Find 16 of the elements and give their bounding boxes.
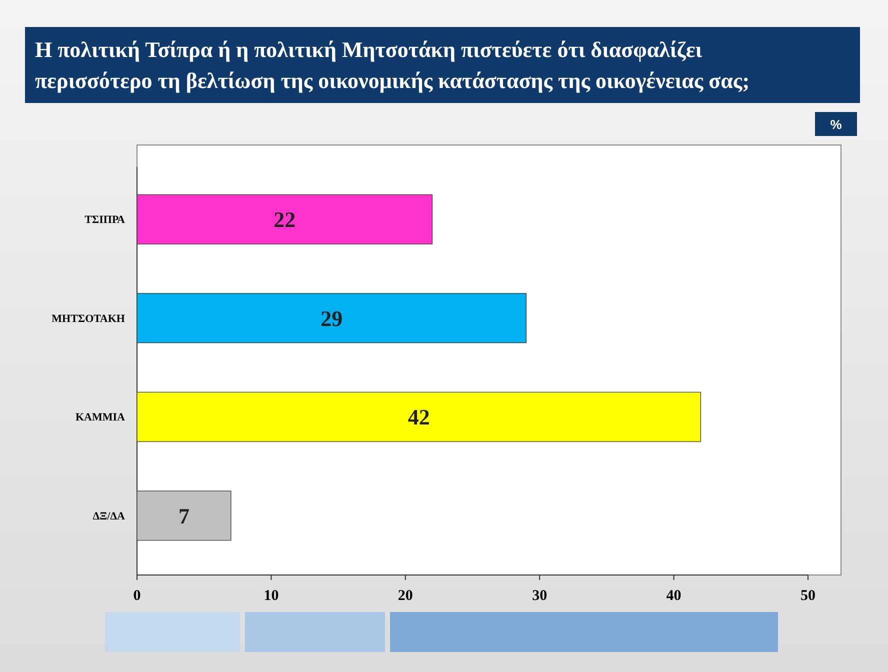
data-label: 22 bbox=[274, 207, 296, 232]
x-tick-label: 20 bbox=[398, 588, 413, 604]
x-tick-label: 10 bbox=[264, 588, 279, 604]
data-label: 42 bbox=[408, 404, 430, 430]
text: % bbox=[830, 117, 842, 132]
y-tick-label: ΚΑΜΜΙΑ bbox=[76, 412, 126, 424]
x-tick-label: 40 bbox=[666, 588, 682, 604]
x-tick-label: 50 bbox=[800, 588, 816, 604]
data-label: 29 bbox=[320, 306, 343, 331]
data-label: 7 bbox=[178, 503, 190, 528]
y-tick-label: ΤΣΙΠΡΑ bbox=[84, 214, 126, 226]
chart-title: Η πολιτική Τσίπρα ή η πολιτική Μητσοτάκη πιστεύετε ότι διασφαλίζει περισσότερο τη βελτίωση της οικονομικής κατάστασης της οικογένειας σας; bbox=[35, 37, 750, 93]
x-tick-label: 30 bbox=[532, 588, 548, 604]
y-tick-label: ΜΗΤΣΟΤΑΚΗ bbox=[52, 312, 126, 325]
x-tick-label: 0 bbox=[133, 588, 141, 604]
y-tick-label: ΔΞ/ΔΑ bbox=[92, 510, 126, 523]
